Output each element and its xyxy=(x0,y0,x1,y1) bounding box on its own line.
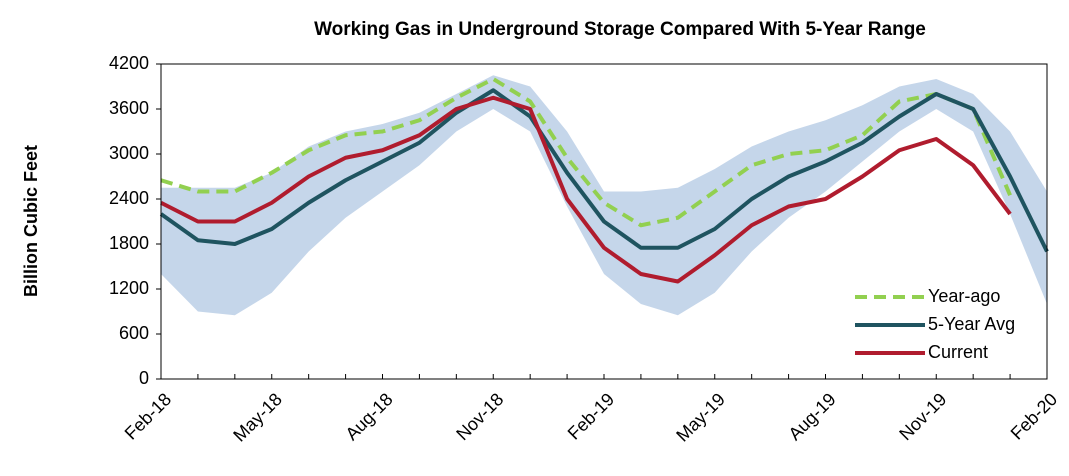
y-tick-label: 0 xyxy=(139,368,149,388)
x-tick-label: Aug-18 xyxy=(341,389,396,444)
x-tick-label: May-19 xyxy=(672,389,729,446)
x-tick-label: Feb-18 xyxy=(121,389,175,443)
x-tick-label: Nov-18 xyxy=(452,389,507,444)
y-tick-label: 1800 xyxy=(109,233,149,253)
y-tick-label: 1200 xyxy=(109,278,149,298)
y-tick-label: 4200 xyxy=(109,53,149,73)
x-tick-label: Feb-20 xyxy=(1007,389,1061,443)
y-tick-label: 3000 xyxy=(109,143,149,163)
y-axis-label: Billion Cubic Feet xyxy=(21,145,41,297)
x-tick-label: Feb-19 xyxy=(564,389,618,443)
series-line xyxy=(160,77,1012,228)
legend-label: Year-ago xyxy=(928,286,1000,306)
y-tick-label: 600 xyxy=(119,323,149,343)
y-tick-label: 2400 xyxy=(109,188,149,208)
x-tick-label: Aug-19 xyxy=(784,389,839,444)
y-tick-label: 3600 xyxy=(109,98,149,118)
legend-label: 5-Year Avg xyxy=(928,314,1015,334)
series-line xyxy=(159,88,1049,253)
series-line xyxy=(160,95,1012,284)
plot-frame xyxy=(160,63,1048,380)
x-tick-label: May-18 xyxy=(229,389,286,446)
range-band xyxy=(161,75,1047,316)
x-tick-label: Nov-19 xyxy=(895,389,950,444)
legend-label: Current xyxy=(928,342,988,362)
chart-title: Working Gas in Underground Storage Compa… xyxy=(314,19,926,40)
